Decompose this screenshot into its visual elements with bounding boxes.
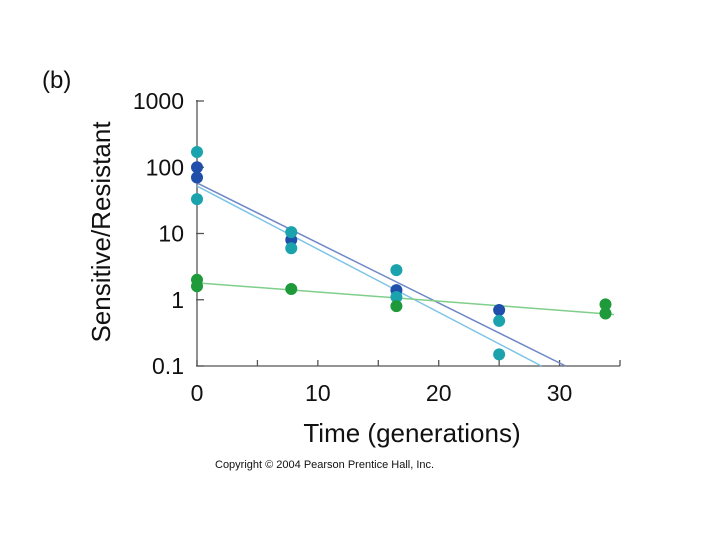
y-axis-title: Sensitive/Resistant — [86, 121, 116, 343]
data-point-teal — [285, 226, 298, 239]
x-tick-label: 10 — [305, 380, 331, 406]
y-tick-label: 100 — [146, 154, 184, 180]
axes: 1000 100 10 1 0.1 0 10 20 30 — [133, 88, 621, 406]
data-points — [191, 145, 612, 361]
data-point-teal — [493, 348, 506, 361]
data-point-teal — [390, 264, 403, 277]
trendline-green — [196, 282, 615, 316]
x-axis-title: Time (generations) — [303, 418, 520, 448]
trendline-teal — [196, 185, 542, 367]
panel-label: (b) — [42, 67, 71, 94]
data-point-teal — [493, 314, 506, 327]
y-tick-label: 1 — [171, 287, 184, 313]
x-tick-label: 0 — [191, 380, 204, 406]
data-point-green — [599, 307, 612, 320]
data-point-teal — [285, 242, 298, 255]
x-tick-label: 20 — [426, 380, 452, 406]
trendline-dark-blue — [196, 182, 566, 367]
y-tick-label: 10 — [158, 221, 184, 247]
data-point-green — [191, 280, 203, 293]
data-point-dark-blue — [493, 304, 506, 317]
data-point-teal — [390, 291, 403, 304]
x-tick-label: 30 — [547, 380, 573, 406]
data-point-dark-blue — [191, 171, 203, 184]
data-point-green — [599, 298, 612, 311]
data-point-dark-blue — [191, 161, 203, 174]
y-tick-label: 1000 — [133, 88, 184, 114]
data-point-teal — [191, 145, 203, 158]
y-tick-label: 0.1 — [152, 353, 184, 379]
data-point-teal — [191, 193, 203, 206]
data-point-green — [390, 300, 403, 313]
trendlines — [196, 182, 615, 367]
copyright-notice: Copyright © 2004 Pearson Prentice Hall, … — [215, 459, 434, 471]
data-point-green — [285, 283, 298, 296]
